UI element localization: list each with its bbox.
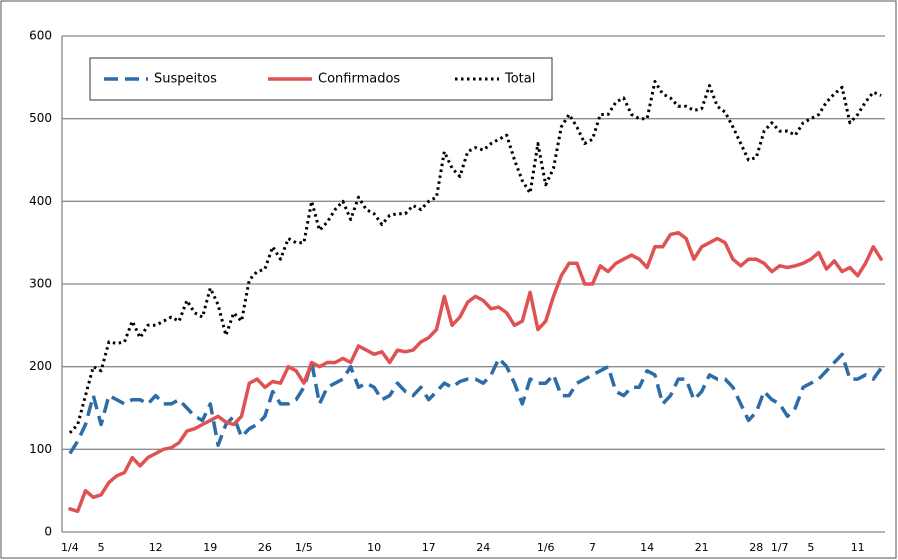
series-line [68,80,882,434]
y-tick-label: 300 [29,277,52,291]
x-tick-label: 28 [749,541,763,554]
legend-label: Total [504,72,535,87]
x-tick-label: 19 [203,541,217,554]
x-tick-label: 5 [807,541,814,554]
x-tick-label: 17 [422,541,436,554]
y-tick-label: 100 [29,442,52,456]
x-tick-label: 21 [695,541,709,554]
x-tick-label: 10 [367,541,381,554]
x-tick-label: 1/5 [295,541,313,554]
y-tick-label: 200 [29,359,52,373]
legend-label: Suspeitos [154,72,217,87]
x-tick-label: 7 [589,541,596,554]
y-tick-label: 500 [29,111,52,125]
x-tick-label: 24 [476,541,490,554]
y-tick-label: 600 [29,29,52,43]
y-tick-label: 0 [44,525,52,539]
x-tick-label: 1/6 [537,541,555,554]
y-tick-label: 400 [29,194,52,208]
x-tick-label: 12 [149,541,163,554]
series-line [68,230,883,514]
series-line [68,352,883,455]
x-tick-label: 1/7 [771,541,789,554]
x-tick-label: 14 [640,541,654,554]
x-tick-label: 5 [98,541,105,554]
x-tick-label: 1/4 [61,541,79,554]
x-tick-label: 11 [851,541,865,554]
x-tick-label: 26 [258,541,272,554]
legend-label: Confirmados [318,72,400,87]
